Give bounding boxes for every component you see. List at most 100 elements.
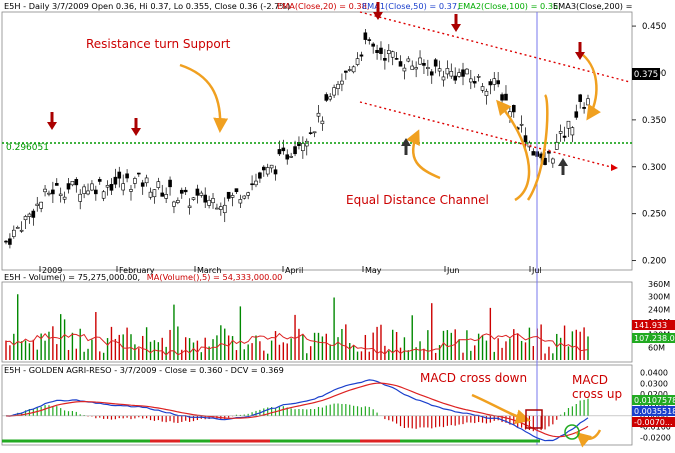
candle-body bbox=[109, 184, 114, 191]
candle-body bbox=[133, 178, 137, 184]
annotation-channel: Equal Distance Channel bbox=[346, 193, 489, 207]
candle-body bbox=[457, 72, 461, 77]
candle-body bbox=[164, 194, 168, 199]
orange-arrow-channel-left bbox=[406, 129, 441, 180]
candle-body bbox=[461, 69, 465, 77]
candle-body bbox=[293, 146, 297, 155]
candle-body bbox=[558, 131, 563, 134]
red-arrow-shaft bbox=[134, 118, 138, 130]
orange-arrow-channel-tail bbox=[526, 94, 549, 201]
candle-body bbox=[78, 193, 83, 202]
red-arrow-head bbox=[373, 12, 383, 20]
volume-tick-label: 300M bbox=[648, 293, 670, 302]
candle-body bbox=[58, 193, 63, 196]
macd-tick-label: 0.0000 bbox=[640, 412, 668, 421]
black-arrow-shaft bbox=[404, 145, 408, 155]
candle-body bbox=[195, 188, 200, 196]
macd-cross-up-circle bbox=[564, 424, 580, 440]
candle-body bbox=[90, 183, 94, 191]
macd-cross-down-box bbox=[525, 409, 543, 429]
candle-body bbox=[500, 94, 504, 101]
candle-body bbox=[15, 227, 20, 229]
candle-body bbox=[66, 183, 71, 190]
candle-body bbox=[105, 185, 110, 188]
candle-body bbox=[312, 131, 317, 134]
month-axis: 2009 February March April May Jun Jul bbox=[39, 266, 542, 275]
red-arrow-markers bbox=[47, 2, 585, 136]
black-arrow-markers bbox=[401, 138, 568, 175]
candle-body bbox=[113, 176, 118, 185]
candle-body bbox=[574, 111, 579, 118]
candle-body bbox=[172, 201, 176, 207]
candle-body bbox=[4, 240, 8, 243]
candle-body bbox=[144, 177, 149, 184]
orange-arrow-macd-up bbox=[575, 429, 602, 448]
price-tick-label: 0.450 bbox=[642, 22, 666, 32]
orange-arrow-channel-right bbox=[496, 99, 531, 202]
macd-tick-label: 0.0200 bbox=[640, 390, 668, 399]
price-candles bbox=[4, 28, 590, 249]
candle-body bbox=[125, 173, 129, 179]
candle-body bbox=[328, 96, 333, 100]
candle-body bbox=[187, 205, 192, 208]
candle-body bbox=[465, 68, 469, 75]
candle-body bbox=[422, 62, 426, 66]
macd-tag bbox=[632, 406, 675, 416]
candle-body bbox=[402, 67, 407, 72]
candle-body bbox=[578, 94, 582, 102]
candle-body bbox=[527, 142, 532, 148]
annotation-resistance: Resistance turn Support bbox=[86, 37, 231, 51]
orange-arrow-support bbox=[179, 63, 229, 133]
candle-body bbox=[179, 189, 184, 194]
orange-arrow-macd-down bbox=[471, 393, 531, 425]
candle-body bbox=[316, 112, 321, 117]
volume-tick-label: 240M bbox=[648, 305, 670, 314]
candle-body bbox=[86, 190, 90, 195]
candle-body bbox=[324, 94, 329, 101]
candle-body bbox=[281, 147, 286, 152]
candle-body bbox=[121, 183, 125, 191]
candle-body bbox=[97, 179, 102, 182]
candle-body bbox=[101, 191, 106, 199]
candle-body bbox=[219, 206, 223, 210]
volume-ma-tag bbox=[632, 320, 675, 330]
candle-body bbox=[383, 57, 387, 61]
candle-body bbox=[277, 149, 282, 155]
macd-hist-tag-text: 0.0107578 bbox=[634, 396, 675, 405]
candle-body bbox=[70, 180, 75, 186]
candle-body bbox=[140, 182, 145, 187]
candle-body bbox=[19, 229, 24, 232]
candle-body bbox=[261, 166, 266, 171]
candle-body bbox=[394, 58, 399, 60]
candle-body bbox=[148, 191, 153, 198]
candle-body bbox=[308, 132, 313, 134]
price-tick-label: 0.350 bbox=[642, 116, 666, 126]
candle-body bbox=[449, 71, 454, 77]
signal-tag bbox=[632, 417, 675, 427]
black-arrow-head bbox=[401, 138, 411, 146]
volume-tick-label: 360M bbox=[648, 280, 670, 289]
candle-body bbox=[386, 50, 391, 54]
candle-body bbox=[51, 189, 55, 195]
volume-header-b: MA(Volume(),5) = 54,333,000.00 bbox=[147, 272, 283, 282]
volume-ma-tag-text: 141.933 bbox=[634, 321, 667, 330]
macd-tick-label: -0.0200 bbox=[640, 434, 671, 443]
candle-body bbox=[484, 90, 489, 96]
black-arrow-head bbox=[558, 158, 568, 166]
annotation-macd-down: MACD cross down bbox=[420, 371, 527, 385]
candle-body bbox=[359, 54, 364, 57]
candle-body bbox=[35, 203, 40, 206]
candle-body bbox=[183, 189, 188, 193]
macd-header: E5H - GOLDEN AGRI-RESO - 3/7/2009 - Clos… bbox=[4, 365, 284, 375]
ema50-label: EMA1(Close,50) = 0.37, bbox=[362, 1, 460, 11]
macd-tick-label: 0.0300 bbox=[640, 379, 668, 388]
candle-body bbox=[242, 195, 247, 199]
candle-body bbox=[254, 180, 258, 186]
candle-body bbox=[472, 81, 477, 84]
candle-body bbox=[203, 194, 208, 203]
month-label: Jun bbox=[446, 266, 460, 275]
candle-body bbox=[191, 197, 196, 200]
candle-body bbox=[523, 135, 528, 143]
candle-body bbox=[531, 151, 536, 156]
price-header-info: E5H - Daily 3/7/2009 Open 0.36, Hi 0.37,… bbox=[4, 1, 290, 11]
